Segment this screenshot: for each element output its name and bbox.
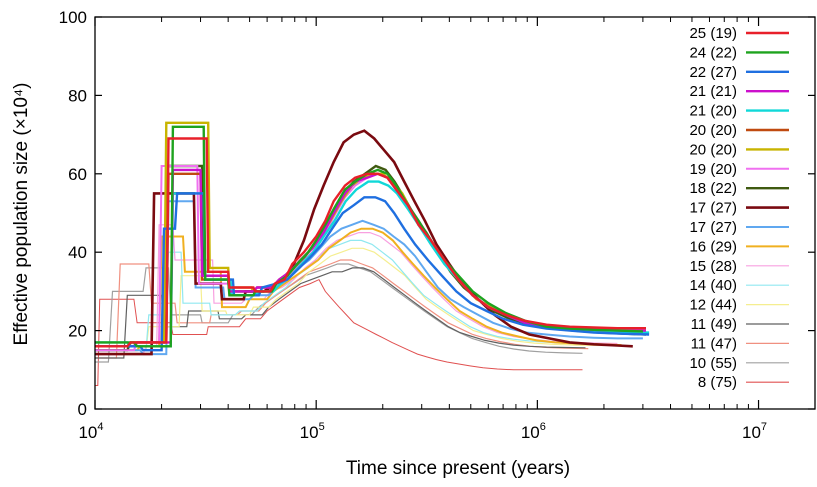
legend-label: 21 (21): [689, 83, 737, 100]
legend-label: 10 (55): [689, 355, 737, 372]
y-axis-title: Effective population size (×10⁴): [11, 83, 32, 346]
legend-label: 12 (44): [689, 297, 737, 314]
legend-label: 15 (28): [689, 258, 737, 275]
y-tick-label: 0: [78, 400, 87, 419]
legend-label: 25 (19): [689, 25, 737, 42]
x-tick-label: 107: [742, 421, 767, 442]
legend-label: 18 (22): [689, 180, 737, 197]
ticks-layer: 0 20 40 60 80 100 104 105 106 107: [59, 8, 815, 442]
series-line-0: [95, 137, 646, 348]
legend-label: 17 (27): [689, 200, 737, 217]
y-tick-label: 80: [68, 86, 87, 105]
series-line-2: [95, 192, 650, 352]
legend-label: 21 (20): [689, 103, 737, 120]
y-tick-label: 60: [68, 165, 87, 184]
legend-label: 22 (27): [689, 64, 737, 81]
y-tick-label: 20: [68, 322, 87, 341]
legend-label: 19 (20): [689, 161, 737, 178]
x-axis-title: Time since present (years): [346, 458, 570, 479]
x-tick-label: 106: [521, 421, 546, 442]
legend-label: 17 (27): [689, 219, 737, 236]
series-layer: [95, 121, 650, 386]
legend-label: 11 (47): [691, 335, 737, 352]
series-line-12: [95, 224, 618, 355]
legend-label: 20 (20): [689, 141, 737, 158]
y-tick-label: 40: [68, 243, 87, 262]
series-line-14: [95, 247, 604, 351]
legend-label: 16 (29): [689, 238, 737, 255]
series-line-4: [95, 180, 650, 348]
series-line-16: [95, 259, 589, 359]
x-tick-label: 105: [300, 421, 325, 442]
series-line-13: [95, 239, 600, 351]
series-line-6: [95, 121, 646, 348]
series-line-15: [95, 267, 586, 359]
legend-label: 20 (20): [689, 122, 737, 139]
series-line-9: [95, 129, 633, 356]
legend-label: 14 (40): [689, 277, 737, 294]
series-line-17: [95, 263, 583, 363]
legend-label: 8 (75): [698, 374, 737, 391]
legend-label: 24 (22): [689, 44, 737, 61]
y-tick-label: 100: [59, 8, 87, 27]
plot-frame: [94, 16, 816, 410]
series-line-18: [95, 278, 583, 386]
legend: 25 (19) 24 (22) 22 (27) 21 (21) 21 (20) 20 (2…: [689, 25, 789, 391]
x-tick-label: 104: [78, 421, 103, 442]
legend-label: 11 (49): [691, 316, 737, 333]
series-line-11: [95, 227, 622, 352]
series-line-1: [95, 125, 643, 348]
series-line-10: [95, 200, 643, 356]
